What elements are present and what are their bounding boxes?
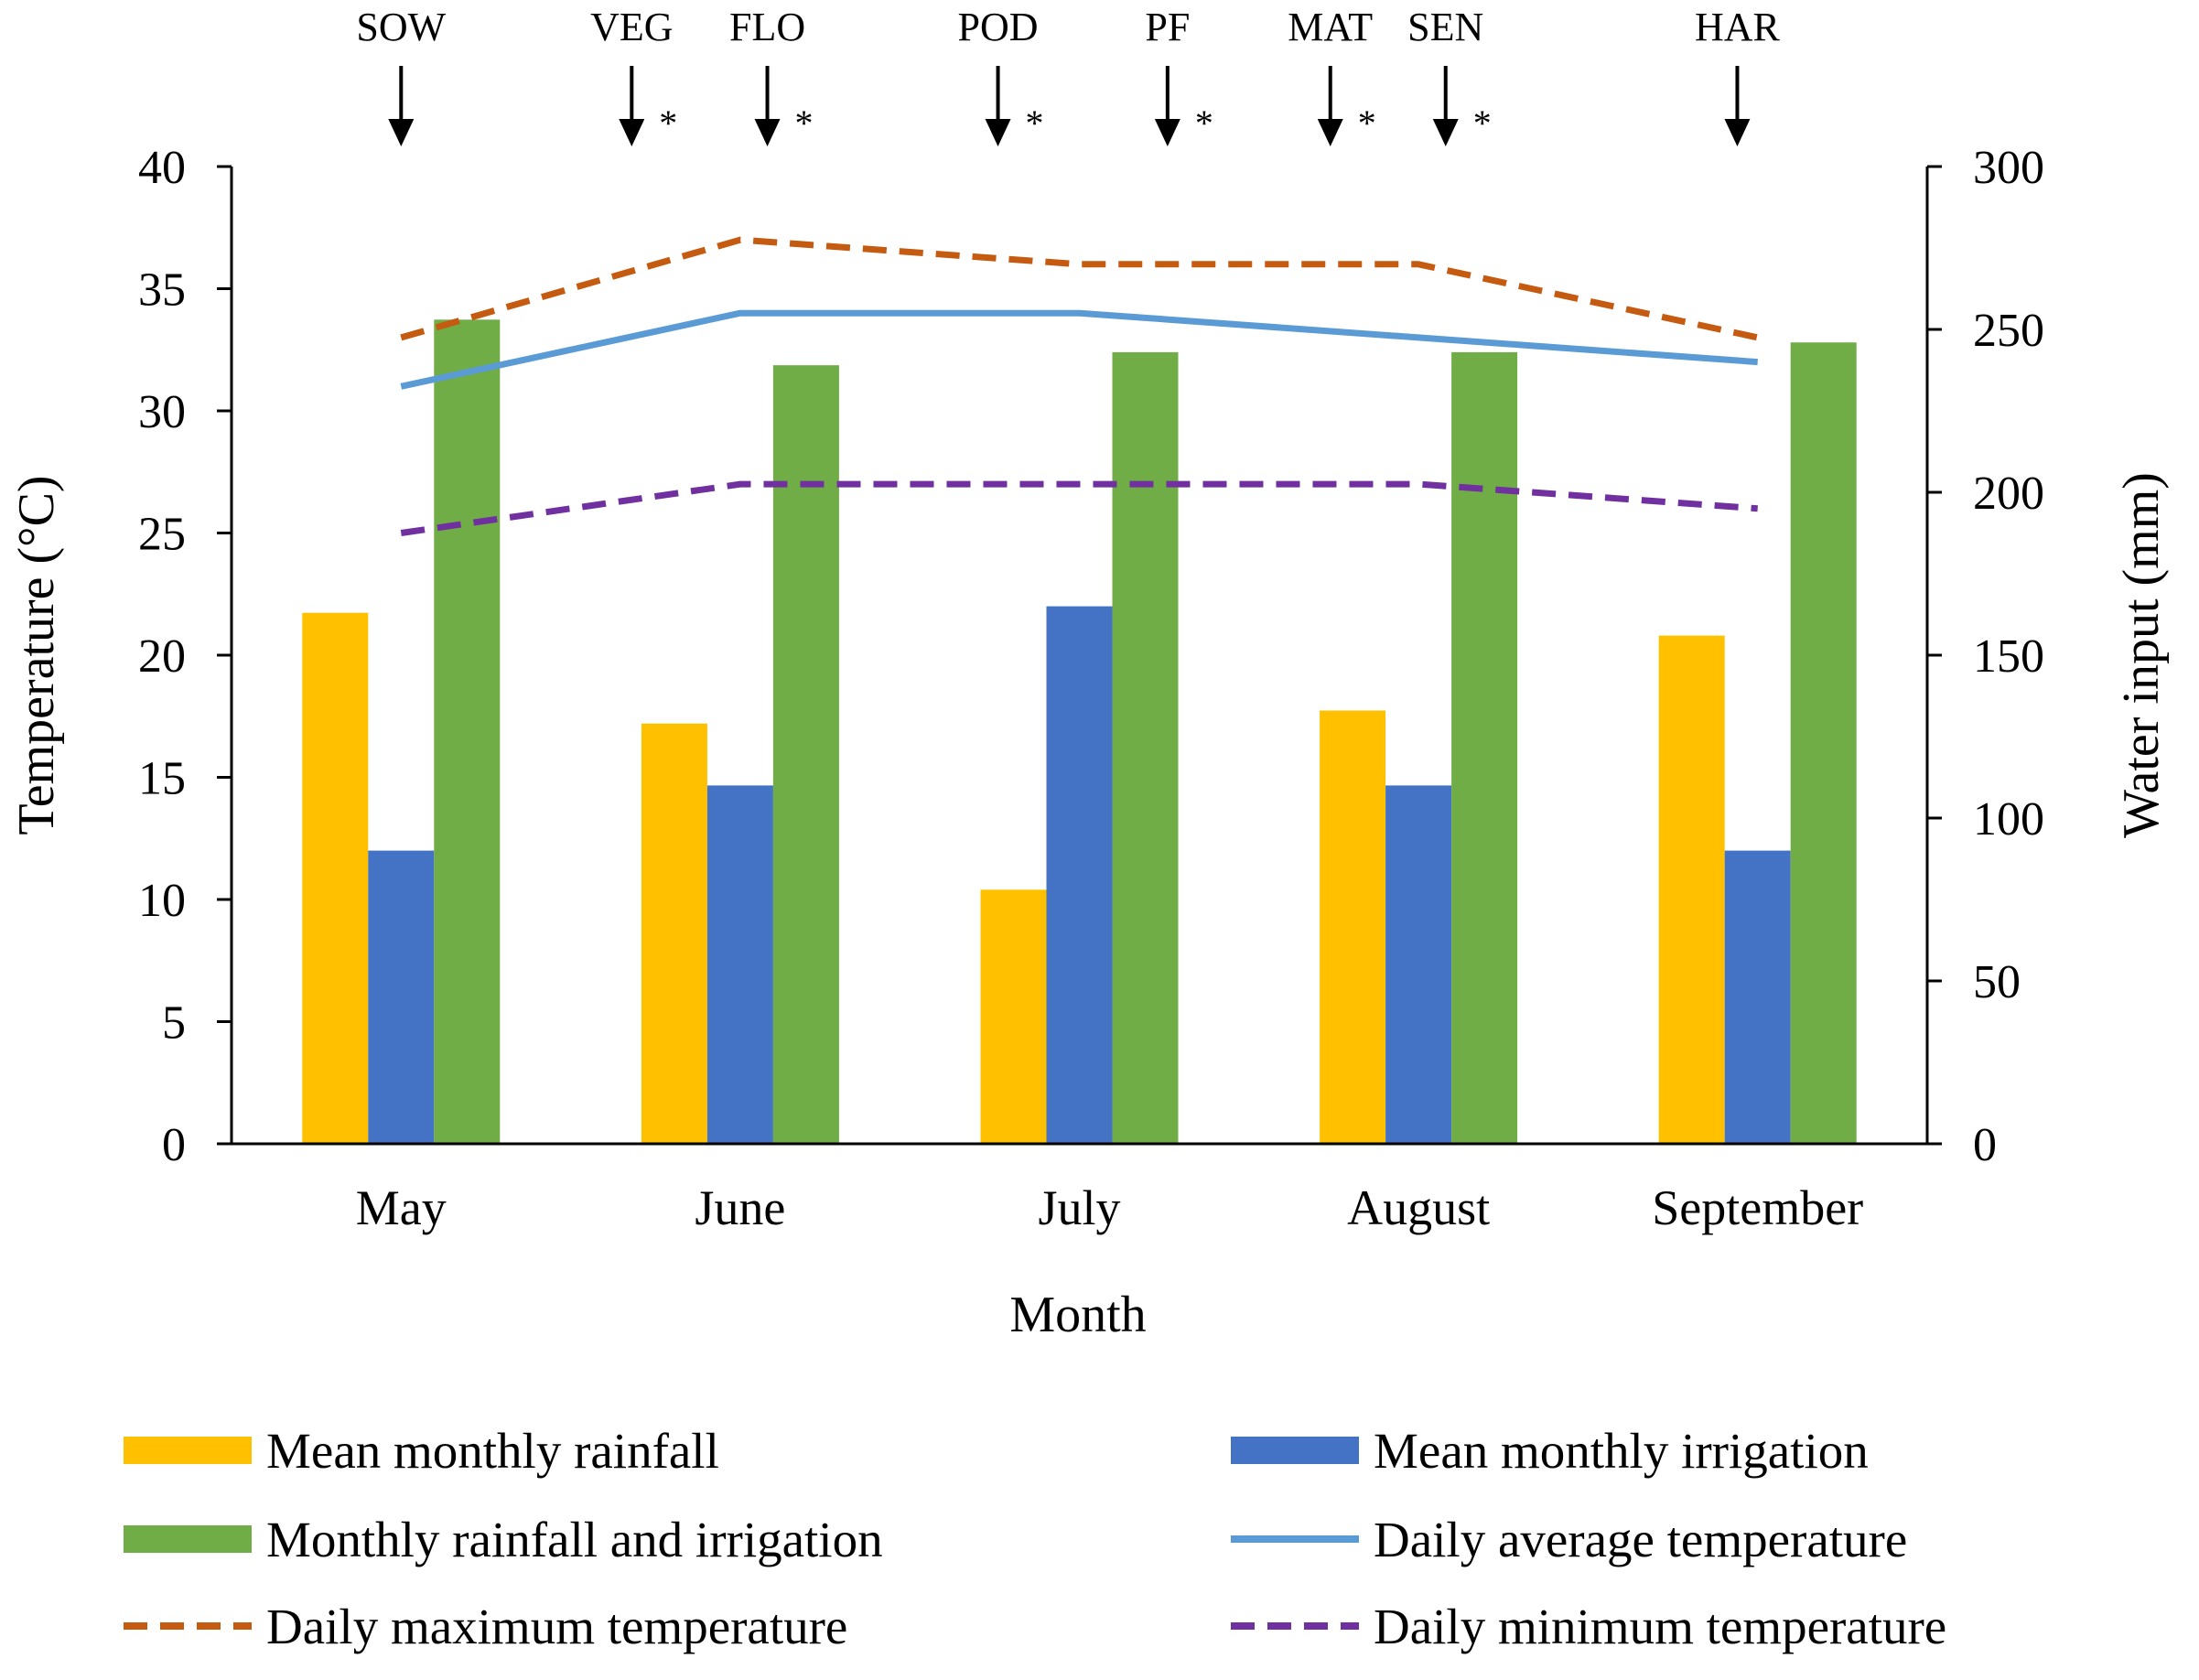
legend-label: Mean monthly rainfall: [266, 1422, 719, 1479]
legend-label: Monthly rainfall and irrigation: [266, 1511, 883, 1567]
stage-arrow-head: [619, 119, 645, 146]
bar-mean-monthly-irrigation-june: [706, 785, 773, 1144]
bar-mean-monthly-rainfall-august: [1320, 710, 1386, 1144]
y-axis-right-label: Water input (mm): [2113, 472, 2170, 838]
legend-swatch-minimum-temperature: [1231, 1612, 1359, 1640]
bar-mean-monthly-irrigation-may: [368, 850, 435, 1144]
bar-mean-monthly-rainfall-june: [641, 723, 707, 1144]
stage-arrow-head: [388, 119, 415, 146]
y-right-tick-label: 100: [1973, 793, 2044, 845]
legend-item-rainfall-and-irrigation: Monthly rainfall and irrigation: [124, 1498, 883, 1580]
line-daily-maximum-temperature: [400, 236, 1759, 341]
stage-label-veg: VEG: [590, 5, 673, 49]
bar-monthly-rainfall-and-irrigation-july: [1112, 351, 1179, 1144]
y-right-tick-label: 150: [1973, 630, 2044, 683]
legend-item-daily-average-temperature: Daily average temperature: [1231, 1498, 1907, 1580]
chart: SOW VEG * FLO * POD * PF * MAT * SEN * HAR 0 5 10 15 20 25…: [8, 5, 2170, 1343]
line-daily-average-temperature: [400, 309, 1758, 390]
y-left-tick-label: 5: [162, 997, 186, 1050]
bar-mean-monthly-rainfall-july: [980, 889, 1047, 1144]
stage-arrow-head: [1432, 119, 1459, 146]
legend-swatch-rainfall-and-irrigation: [124, 1525, 252, 1553]
legend-label: Daily average temperature: [1374, 1511, 1908, 1567]
bar-mean-monthly-rainfall-september: [1658, 635, 1725, 1144]
bar-mean-monthly-irrigation-july: [1046, 606, 1113, 1144]
y-left-tick-label: 20: [138, 630, 186, 683]
y-left-tick-label: 35: [138, 264, 186, 317]
stage-asterisk: *: [1358, 102, 1376, 144]
stage-label-sen: SEN: [1407, 5, 1483, 49]
y-right-tick-label: 200: [1973, 468, 2044, 520]
y-left-tick-label: 10: [138, 875, 186, 927]
stage-asterisk: *: [1473, 102, 1492, 144]
bar-monthly-rainfall-and-irrigation-june: [772, 365, 839, 1144]
stage-arrow-head: [1317, 119, 1343, 146]
stage-arrow-head: [985, 119, 1011, 146]
legend-item-mean-monthly-irrigation: Mean monthly irrigation: [1231, 1409, 1869, 1492]
stage-asterisk: *: [1026, 102, 1044, 144]
line-series: [400, 236, 1759, 536]
y-left-tick-label: 40: [138, 142, 186, 194]
growth-stage-markers: SOW VEG * FLO * POD * PF * MAT * SEN * HAR: [356, 5, 1781, 146]
stage-label-pf: PF: [1145, 5, 1190, 49]
bar-mean-monthly-irrigation-september: [1724, 850, 1791, 1144]
legend-swatch-irrigation: [1231, 1437, 1359, 1464]
stage-label-sow: SOW: [356, 5, 446, 49]
stage-arrow-head: [1724, 119, 1751, 146]
legend-swatch-maximum-temperature: [124, 1612, 252, 1640]
x-tick-label: May: [356, 1180, 447, 1235]
bar-monthly-rainfall-and-irrigation-may: [434, 319, 501, 1144]
y-left-tick-label: 30: [138, 386, 186, 438]
legend-label: Daily maximum temperature: [266, 1598, 848, 1654]
stage-label-har: HAR: [1695, 5, 1781, 49]
y-axis-left-label: Temperature (°C): [8, 475, 65, 835]
y-left-tick-label: 25: [138, 509, 186, 561]
bar-series: [302, 319, 1857, 1144]
y-left-tick-label: 15: [138, 753, 186, 805]
x-axis-label: Month: [1009, 1287, 1146, 1343]
legend-item-mean-monthly-rainfall: Mean monthly rainfall: [124, 1409, 719, 1492]
stage-asterisk: *: [659, 102, 677, 144]
x-tick-label: August: [1347, 1180, 1490, 1235]
bar-mean-monthly-irrigation-august: [1385, 785, 1452, 1144]
y-right-tick-label: 250: [1973, 305, 2044, 357]
stage-arrow-head: [754, 119, 781, 146]
stage-label-pod: POD: [958, 5, 1039, 49]
y-right-tick-label: 0: [1973, 1119, 1997, 1171]
legend-label: Daily minimum temperature: [1374, 1598, 1947, 1654]
y-right-tick-label: 300: [1973, 142, 2044, 194]
x-tick-label: June: [695, 1180, 785, 1235]
legend-item-daily-maximum-temperature: Daily maximum temperature: [124, 1585, 847, 1667]
legend-swatch-rainfall: [124, 1437, 252, 1464]
y-right-tick-label: 50: [1973, 956, 2021, 1008]
line-daily-minimum-temperature: [400, 480, 1758, 536]
stage-label-mat: MAT: [1288, 5, 1373, 49]
bar-monthly-rainfall-and-irrigation-september: [1790, 342, 1857, 1144]
legend-item-daily-minimum-temperature: Daily minimum temperature: [1231, 1585, 1946, 1667]
bar-mean-monthly-rainfall-may: [302, 612, 369, 1144]
x-tick-label: July: [1038, 1180, 1120, 1235]
legend-swatch-average-temperature: [1231, 1525, 1359, 1553]
axes: 0 5 10 15 20 25 30 35 40 0 50 100 150 200 250 300 May Jun…: [138, 142, 2044, 1235]
x-tick-label: September: [1652, 1180, 1863, 1235]
stage-asterisk: *: [1195, 102, 1213, 144]
stage-arrow-head: [1154, 119, 1180, 146]
y-left-tick-label: 0: [162, 1119, 186, 1171]
stage-label-flo: FLO: [729, 5, 805, 49]
legend-label: Mean monthly irrigation: [1374, 1422, 1869, 1479]
legend: Mean monthly rainfall Mean monthly irrig…: [0, 1409, 2199, 1680]
stage-asterisk: *: [795, 102, 814, 144]
bar-monthly-rainfall-and-irrigation-august: [1451, 351, 1518, 1144]
